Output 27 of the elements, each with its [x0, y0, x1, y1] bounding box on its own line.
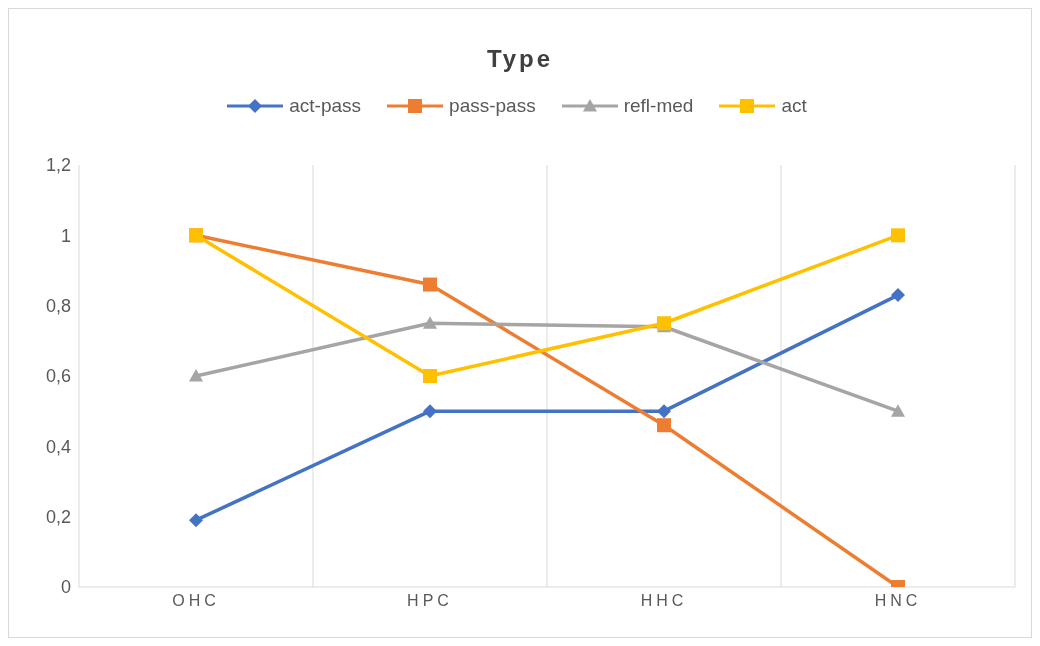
y-tick-label: 0	[60, 577, 71, 598]
legend-label: act-pass	[288, 95, 362, 117]
y-tick-label: 0,4	[45, 436, 71, 457]
y-tick-label: 1	[60, 225, 71, 246]
point	[891, 288, 905, 303]
point	[423, 277, 437, 292]
legend-label: pass-pass	[448, 95, 536, 117]
y-tick-label: 0,2	[45, 507, 71, 528]
y-tick-label: 0,8	[45, 296, 71, 317]
x-tick-label: OHC	[172, 592, 220, 610]
y-tick-label: 0,6	[45, 366, 71, 387]
point	[423, 316, 437, 329]
y-tick-label: 1,2	[45, 155, 71, 176]
legend-label: refl-med	[622, 95, 694, 117]
point	[657, 404, 671, 419]
legend-label: act	[780, 95, 807, 117]
point	[189, 369, 203, 382]
point	[189, 513, 203, 528]
point	[657, 418, 671, 433]
point	[423, 404, 437, 419]
point	[423, 369, 437, 383]
x-tick-label: HNC	[874, 592, 922, 610]
x-tick-label: HPC	[407, 592, 453, 610]
point	[891, 228, 905, 243]
chart-title: Type	[485, 45, 555, 73]
point	[891, 404, 905, 417]
x-tick-label: HHC	[640, 592, 688, 610]
